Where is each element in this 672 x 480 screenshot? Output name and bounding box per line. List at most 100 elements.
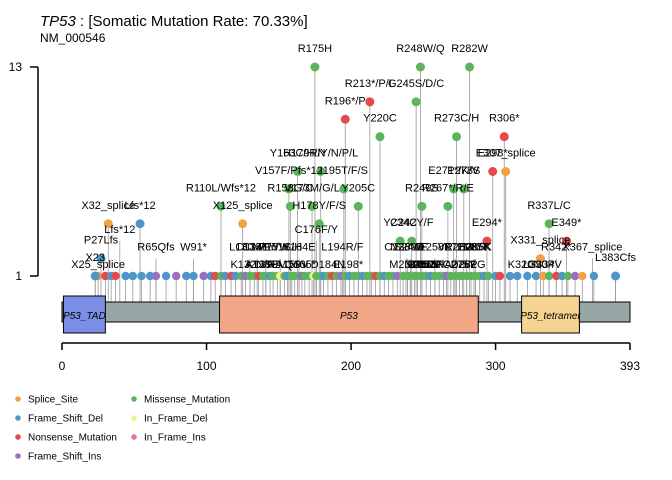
mutation-point-h178y-f-s xyxy=(314,219,324,229)
mutation-label-g245s-d-c: G245S/D/C xyxy=(388,78,444,90)
domain-p53 xyxy=(219,295,479,334)
mutation-label-r110l-wfs-12: R110L/Wfs*12 xyxy=(186,182,256,194)
transcript-id: NM_000546 xyxy=(40,31,106,45)
x-axis: 0 100 200 300 393 xyxy=(59,342,640,373)
mutation-label-e298: E298* xyxy=(478,148,509,160)
mutation-label-i251s: I251S xyxy=(410,259,439,271)
mutation-point xyxy=(151,271,161,281)
mutation-label-e307-splice: E307_splice xyxy=(476,148,536,160)
mutation-point xyxy=(111,271,120,281)
mutation-label-c135f-y: C135F/Y xyxy=(235,242,279,254)
mutation-point-r110l-wfs-12 xyxy=(216,201,226,211)
legend-swatch-splice-site xyxy=(15,396,21,402)
mutation-label-a138p: A138P xyxy=(245,259,278,271)
mutation-point-e349 xyxy=(561,236,571,246)
domain-label-p53-tad: P53_TAD xyxy=(63,311,106,322)
mutation-point xyxy=(189,271,198,281)
mutation-label-a276p: A276P xyxy=(444,259,477,271)
mutation-point xyxy=(211,271,220,281)
mutation-label-lfs-12: Lfs*12 xyxy=(124,200,155,212)
mutation-rate: : [Somatic Mutation Rate: 70.33%] xyxy=(76,13,308,30)
mutation-point xyxy=(484,271,493,281)
mutation-label-p151s-h: P151S/H xyxy=(258,242,302,254)
legend-swatch-frame-shift-del xyxy=(15,415,21,421)
legend-swatch-missense-mutation xyxy=(131,396,137,402)
mutation-label-n239d: N239D xyxy=(390,242,424,254)
mutation-point-y220c xyxy=(375,132,385,142)
mutation-point-r267-r-e xyxy=(443,201,453,211)
mutation-point xyxy=(145,271,155,281)
x-tick-label-200: 200 xyxy=(341,359,361,373)
mutation-label-m160i: M160I xyxy=(278,259,309,271)
mutation-point-r213-p-l xyxy=(365,97,375,107)
mutation-point xyxy=(544,271,554,281)
mutation-point xyxy=(539,271,548,281)
mutation-label-e294: E294* xyxy=(472,217,503,229)
mutation-label-x32-splice: X32_splice xyxy=(81,200,135,212)
legend-label-missense-mutation: Missense_Mutation xyxy=(144,395,230,406)
mutation-point-r273c-h xyxy=(452,132,462,142)
mutation-point-l383cfs xyxy=(611,271,621,281)
domain-p53-tetramer xyxy=(521,295,580,334)
legend-label-splice-site: Splice_Site xyxy=(28,395,78,406)
mutation-label-r249s: R249S xyxy=(405,182,439,194)
mutation-label-v157f-pfs-12: V157F/Pfs*12 xyxy=(255,165,323,177)
mutation-label-c242y-f: C242Y/F xyxy=(390,217,434,229)
mutation-point-x331-splice xyxy=(535,254,545,264)
legend-label-in-frame-ins: In_Frame_Ins xyxy=(144,433,206,444)
mutation-label-c275y: C275Y xyxy=(443,259,477,271)
mutation-label-r337l-c: R337L/C xyxy=(527,200,570,212)
mutation-label-d184n: D184N xyxy=(311,259,345,271)
domain-p53-tad xyxy=(62,295,106,334)
mutation-point-r175h xyxy=(310,62,320,72)
plot-title: TP53 : [Somatic Mutation Rate: 70.33%] xyxy=(40,13,308,30)
mutation-point-e294 xyxy=(482,236,492,246)
mutation-label-r273c-h: R273C/H xyxy=(434,113,479,125)
mutation-point-r248w-q xyxy=(415,62,425,72)
mutation-label-e258k: E258K xyxy=(418,242,452,254)
mutation-label-r65qfs: R65Qfs xyxy=(137,242,175,254)
mutation-point-p278s xyxy=(459,184,469,194)
mutation-label-l194r-f: L194R/F xyxy=(321,242,363,254)
mutation-point-y205c xyxy=(353,201,363,211)
mutation-point xyxy=(121,271,130,281)
mutation-point-p27lfs xyxy=(96,254,106,264)
domain-label-p53: P53 xyxy=(340,311,358,322)
mutation-point-e298 xyxy=(488,167,498,176)
mutation-point-r196-p xyxy=(340,114,350,124)
mutation-point-y234c xyxy=(395,236,405,246)
domain-label-p53-tetramer: P53_tetramer xyxy=(520,311,581,322)
legend-swatch-in-frame-ins xyxy=(131,434,137,440)
mutation-label-v272m: V272M xyxy=(438,242,473,254)
mutation-point-e307-splice xyxy=(501,167,511,176)
mutation-label-w91: W91* xyxy=(180,242,208,254)
mutation-label-k132n-r: K132N/R xyxy=(230,259,275,271)
legend-swatch-nonsense-mutation xyxy=(15,434,21,440)
mutation-point-x125-splice xyxy=(238,219,248,229)
mutation-label-l252p: L252P xyxy=(410,259,442,271)
legend-swatch-frame-shift-ins xyxy=(15,453,21,459)
mutation-label-r282w: R282W xyxy=(451,43,488,55)
mutation-point xyxy=(531,271,541,281)
legend: Splice_Site Frame_Shift_Del Nonsense_Mutat… xyxy=(15,395,230,463)
mutation-label-lfs-12: Lfs*12 xyxy=(104,224,135,236)
mutation-point-h179r-y-n-p-l xyxy=(316,167,326,176)
mutation-label-c176f-y: C176F/Y xyxy=(295,224,339,236)
legend-label-frame-shift-del: Frame_Shift_Del xyxy=(28,414,103,425)
mutation-label-r342: R342* xyxy=(541,242,572,254)
legend-label-in-frame-del: In_Frame_Del xyxy=(144,414,207,425)
mutation-point-e271-k-v xyxy=(449,184,459,194)
mutation-point xyxy=(137,271,146,281)
mutation-label-v173m-g-l: V173M/G/L xyxy=(284,182,340,194)
mutation-label-e285k: E285K xyxy=(457,242,491,254)
mutation-label-l330p: L330P xyxy=(523,259,555,271)
mutation-label-x125-splice: X125_splice xyxy=(213,200,273,212)
mutation-point xyxy=(513,271,522,281)
legend-swatch-in-frame-del xyxy=(131,415,137,421)
mutation-point xyxy=(161,271,171,281)
mutation-point xyxy=(552,271,561,281)
protein-track: P53_TAD P53 P53_tetramer xyxy=(61,295,631,334)
mutation-point-r337l-c xyxy=(544,219,554,229)
mutation-point xyxy=(171,271,181,281)
